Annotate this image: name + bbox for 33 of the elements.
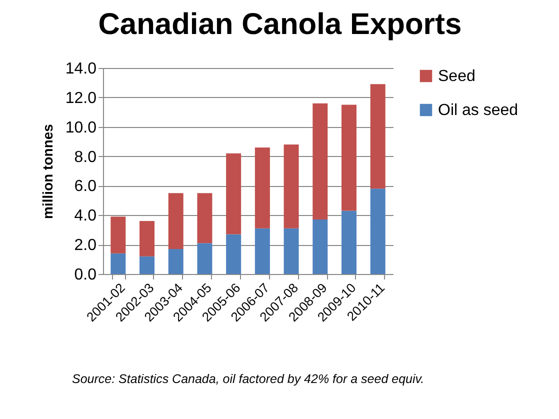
y-tick-label: 6.0 — [74, 178, 97, 196]
bar — [140, 256, 155, 274]
chart-title: Canadian Canola Exports — [98, 8, 462, 41]
bar — [284, 144, 299, 228]
bar — [197, 243, 212, 274]
bar — [110, 253, 126, 274]
legend-label: Oil as seed — [438, 102, 518, 119]
source-note: Source: Statistics Canada, oil factored by 42% for a seed equiv. — [72, 372, 424, 386]
y-tick-label: 10.0 — [65, 119, 97, 136]
bar — [370, 84, 386, 189]
bar — [254, 147, 270, 228]
bar — [226, 234, 242, 274]
y-tick-label: 12.0 — [65, 90, 97, 107]
bar — [168, 248, 184, 274]
bar — [341, 104, 356, 211]
bar — [312, 103, 328, 220]
y-tick-label: 0.0 — [74, 266, 97, 284]
bar — [168, 193, 184, 249]
y-tick-label: 8.0 — [74, 148, 97, 166]
bar — [140, 221, 155, 256]
y-tick-label: 4.0 — [74, 208, 97, 225]
legend-label: Seed — [438, 68, 476, 85]
bar — [284, 228, 299, 274]
bar — [226, 153, 242, 234]
y-tick-label: 14.0 — [65, 60, 97, 78]
bar — [197, 193, 212, 244]
bar — [370, 188, 386, 274]
bar — [341, 210, 356, 274]
bar — [254, 228, 270, 274]
bar — [312, 220, 328, 274]
y-axis-title: million tonnes — [39, 124, 56, 219]
bar — [110, 216, 126, 254]
y-tick-label: 2.0 — [74, 237, 97, 254]
